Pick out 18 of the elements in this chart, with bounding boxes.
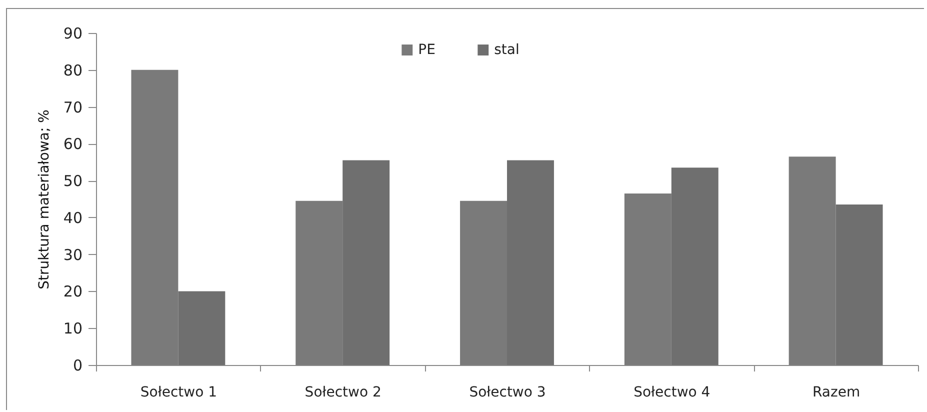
- x-tick-label: Sołectwo 4: [634, 384, 710, 400]
- y-tick-label: 50: [63, 172, 82, 190]
- y-tick-label: 20: [63, 282, 82, 301]
- legend-label: stal: [494, 42, 520, 58]
- x-tick-label: Sołectwo 1: [140, 384, 218, 400]
- y-tick-label: 80: [63, 61, 82, 80]
- y-tick-label: 0: [72, 356, 82, 374]
- x-tick-label: Razem: [812, 384, 860, 400]
- y-tick-label: 30: [63, 246, 82, 264]
- y-tick-label: 60: [63, 135, 82, 154]
- y-tick-label: 40: [63, 208, 82, 227]
- x-tick-label: Sołectwo 2: [304, 384, 382, 400]
- legend-label: PE: [418, 42, 436, 58]
- y-tick-label: 10: [63, 320, 82, 338]
- y-tick-label: 70: [63, 98, 82, 116]
- y-tick-label: 90: [63, 24, 82, 42]
- x-tick-label: Sołectwo 3: [469, 384, 546, 400]
- y-axis-title: Struktura materiałowa; %: [36, 110, 52, 290]
